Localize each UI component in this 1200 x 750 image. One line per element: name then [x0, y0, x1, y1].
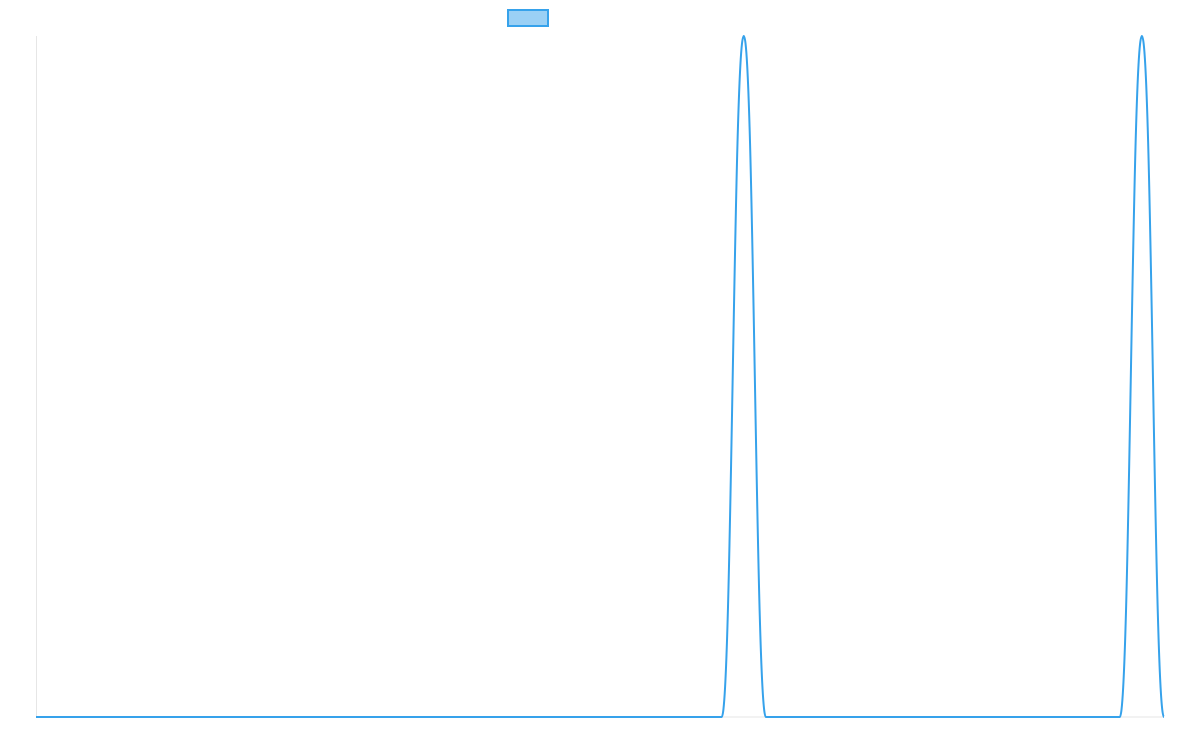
legend[interactable]	[507, 9, 549, 27]
series-line	[35, 35, 1165, 719]
legend-swatch[interactable]	[507, 9, 549, 27]
